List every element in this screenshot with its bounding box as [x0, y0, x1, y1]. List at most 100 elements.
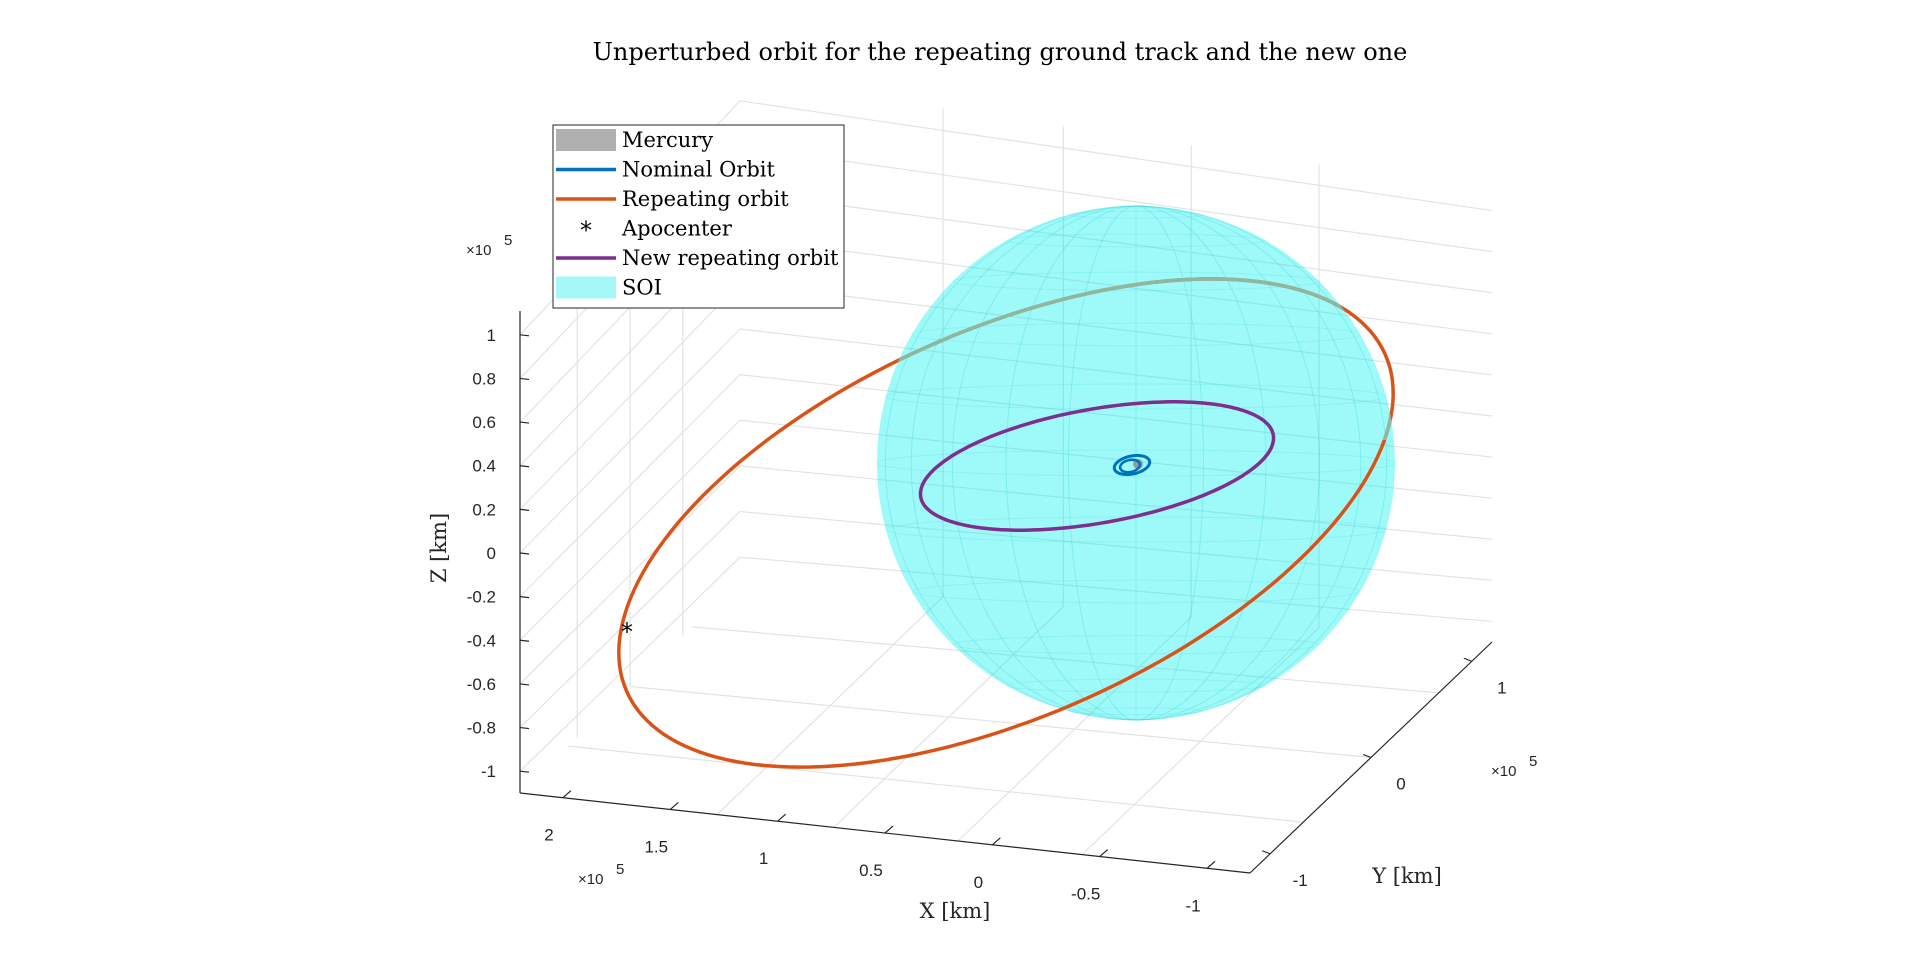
- y-tick-label: 1: [1497, 678, 1506, 697]
- grid-line: [519, 374, 741, 598]
- x-tick-label: 1.5: [644, 837, 668, 856]
- z-tick-mark: [519, 508, 530, 511]
- z-tick-labels: 1 0.8 0.6 0.4 0.2 0 -0.2 -0.4 -0.6 -0.8 -1: [467, 326, 530, 781]
- grid-line: [629, 685, 1372, 759]
- grid-line: [739, 510, 1493, 581]
- legend-label: SOI: [622, 276, 662, 300]
- legend-label: Repeating orbit: [622, 187, 789, 211]
- z-tick-label: 0.6: [472, 413, 496, 432]
- legend-label: Apocenter: [621, 217, 733, 241]
- grid-line: [739, 191, 1493, 294]
- grid-line: [739, 100, 1493, 212]
- y-tick-mark: [1362, 753, 1372, 759]
- repeating-orbit-behind-group: [880, 277, 1395, 440]
- y-axis-label: Y [km]: [1371, 864, 1442, 888]
- y-exponent-power: 5: [1529, 753, 1537, 770]
- grid-line: [739, 145, 1493, 253]
- z-tick-mark: [519, 770, 530, 773]
- z-tick-label: 0.8: [472, 369, 496, 388]
- soi-meridian: [1005, 205, 1267, 721]
- grid-line: [691, 626, 1439, 694]
- x-exponent-power: 5: [616, 861, 624, 878]
- soi-meridian: [951, 205, 1321, 721]
- z-tick-label: 0.2: [472, 500, 496, 519]
- x-tick-label: 2: [544, 826, 553, 845]
- y-tick-label: -1: [1293, 871, 1308, 890]
- z-tick-mark: [519, 683, 530, 686]
- z-exponent: ×10 5: [466, 232, 512, 259]
- legend-swatch-mercury: [556, 129, 616, 151]
- z-tick-mark: [519, 552, 530, 555]
- chart-title: Unperturbed orbit for the repeating grou…: [593, 38, 1408, 66]
- y-tick-labels: -1 0 1: [1261, 657, 1507, 890]
- y-exponent: ×10 5: [1491, 753, 1537, 780]
- x-tick-mark: [884, 825, 894, 834]
- new-repeating-orbit-line: [918, 400, 1276, 532]
- soi-meridian: [910, 205, 1362, 721]
- grid-line: [739, 237, 1493, 335]
- soi-parallel: [952, 271, 1320, 291]
- z-tick-label: -1: [481, 762, 496, 781]
- nominal-orbit-line-inner: [1118, 458, 1142, 474]
- soi-meridian: [951, 205, 1321, 721]
- soi-parallel: [885, 383, 1387, 410]
- z-tick-mark: [519, 465, 530, 468]
- z-tick-label: -0.8: [467, 719, 496, 738]
- nominal-orbit-line: [1112, 453, 1152, 477]
- soi-parallel: [876, 449, 1396, 477]
- x-tick-mark: [562, 790, 572, 799]
- soi-parallel: [1006, 233, 1266, 248]
- soi-meridian: [1067, 205, 1205, 721]
- z-tick-label: 0.4: [472, 457, 496, 476]
- grid-line: [519, 419, 741, 641]
- x-exponent-base: ×10: [578, 871, 603, 888]
- x-tick-label: 1: [759, 849, 768, 868]
- x-tick-mark: [1206, 860, 1216, 869]
- z-tick-label: -0.4: [467, 631, 496, 650]
- grid-line: [739, 374, 1493, 458]
- z-tick-mark: [519, 377, 530, 381]
- apocenter-marker: *: [621, 618, 633, 646]
- soi-mesh: [876, 205, 1396, 721]
- soi-meridian: [1067, 205, 1205, 721]
- z-tick-mark: [519, 421, 530, 424]
- soi-meridian: [884, 205, 1388, 721]
- z-tick-mark: [519, 596, 530, 599]
- legend-swatch-apocenter: *: [580, 217, 592, 245]
- x-tick-label: -0.5: [1071, 885, 1100, 904]
- z-axis-label: Z [km]: [427, 513, 451, 583]
- x-exponent: ×10 5: [578, 861, 624, 888]
- soi-parallel: [1006, 678, 1266, 693]
- x-tick-label: 0.5: [859, 861, 883, 880]
- z-exponent-base: ×10: [466, 242, 491, 259]
- z-tick-label: 1: [487, 326, 496, 345]
- z-tick-mark: [519, 726, 530, 730]
- grid-line: [519, 465, 741, 685]
- grid-line: [739, 282, 1493, 376]
- grid-line: [739, 556, 1493, 623]
- soi-parallel: [952, 635, 1320, 655]
- soi-parallel: [911, 579, 1361, 604]
- grid-line: [519, 282, 741, 510]
- soi-parallel: [911, 322, 1361, 347]
- repeating-orbit-line-behind-soi: [880, 277, 1395, 440]
- x-tick-mark: [1099, 849, 1109, 857]
- soi-parallel: [1068, 707, 1204, 716]
- grid-line: [519, 556, 741, 772]
- z-tick-label: -0.6: [467, 675, 496, 694]
- legend-label: Nominal Orbit: [622, 158, 775, 182]
- legend-swatch-soi: [556, 276, 616, 299]
- x-tick-labels: 2 1.5 1 0.5 0 -0.5 -1: [544, 790, 1216, 915]
- soi-meridian: [884, 205, 1388, 721]
- y-exponent-base: ×10: [1491, 763, 1516, 780]
- z-tick-label: 0: [487, 544, 496, 563]
- x-tick-label: 0: [974, 873, 983, 892]
- z-tick-mark: [519, 334, 530, 337]
- grid-line: [739, 328, 1493, 417]
- grid-line: [519, 328, 741, 554]
- x-tick-mark: [777, 813, 787, 822]
- z-exponent-power: 5: [504, 232, 512, 249]
- z-tick-label: -0.2: [467, 588, 496, 607]
- soi-meridian: [1005, 205, 1267, 721]
